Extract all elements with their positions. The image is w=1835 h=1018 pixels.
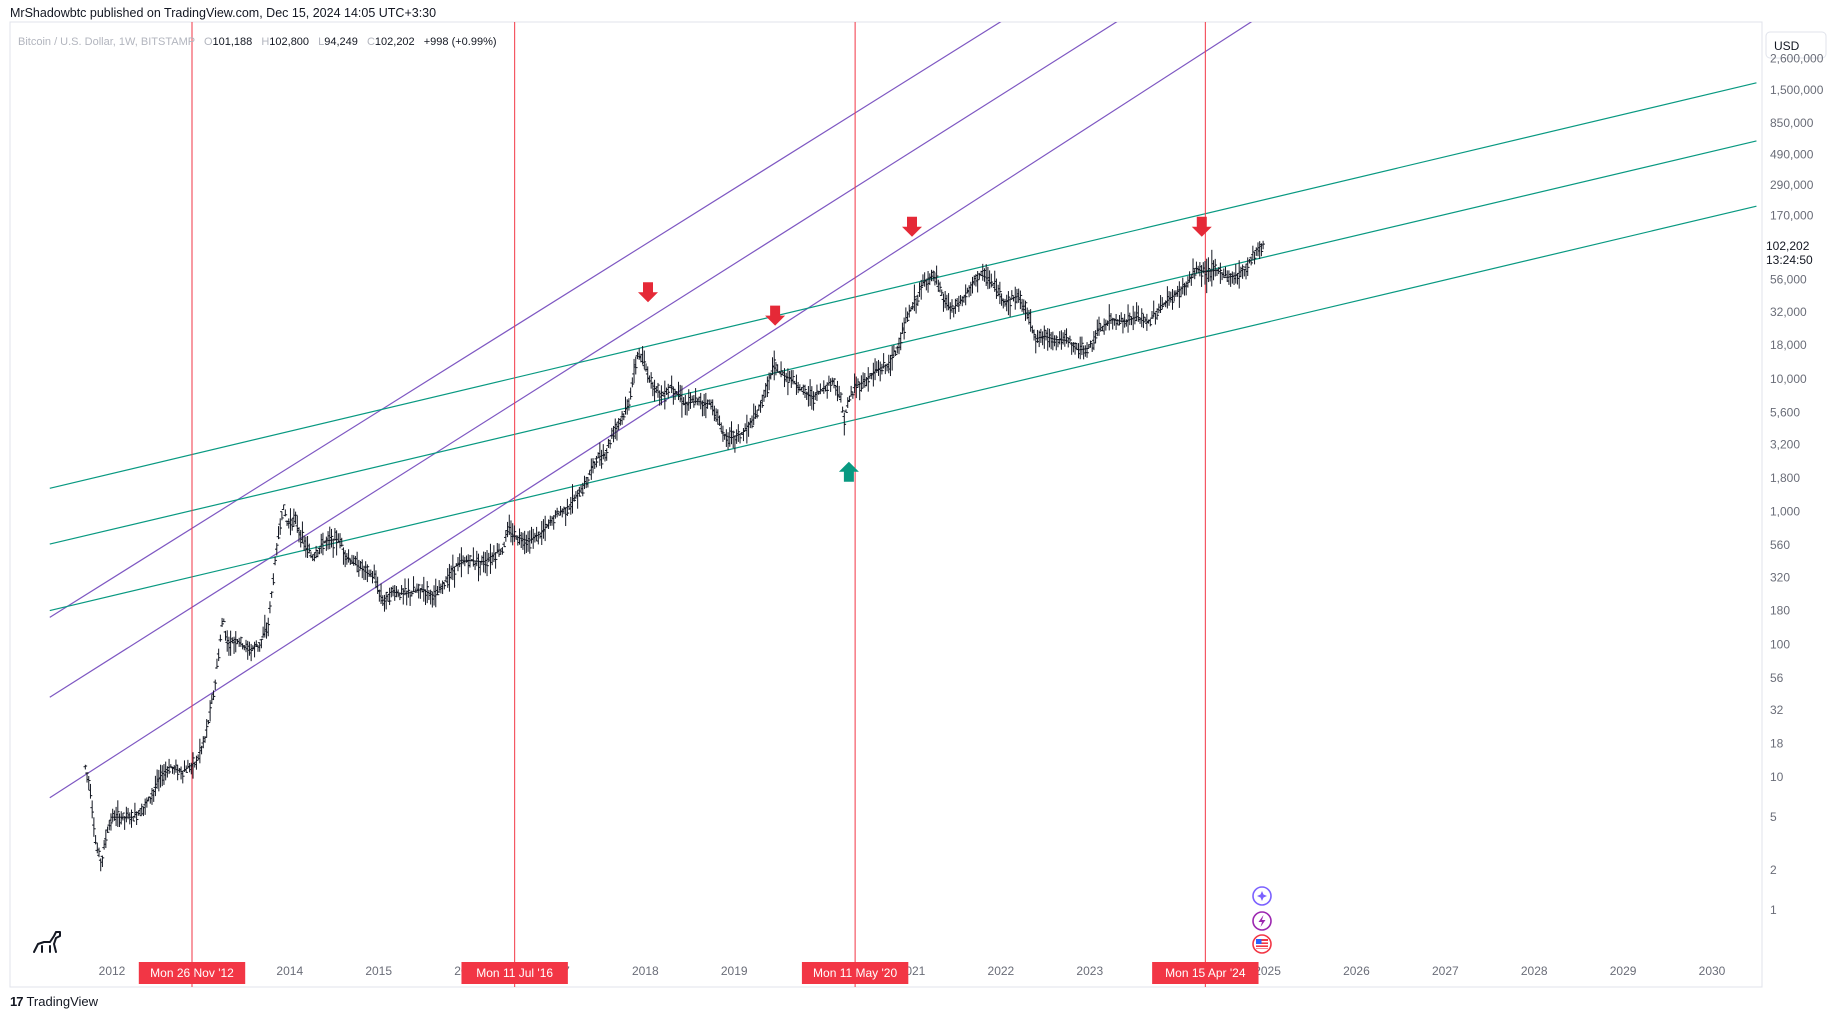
- date-tags: Mon 26 Nov '12 Mon 11 Jul '16 Mon 11 May '…: [138, 962, 1259, 984]
- date-tag-1: Mon 26 Nov '12: [150, 966, 234, 980]
- y-tick-label: 10: [1770, 770, 1784, 784]
- y-tick-label: 56: [1770, 671, 1784, 685]
- bar-countdown: 13:24:50: [1766, 253, 1813, 267]
- y-tick-label: 1: [1770, 903, 1777, 917]
- last-price-label: 102,202 13:24:50: [1766, 239, 1813, 267]
- x-tick-label: 2018: [632, 964, 659, 978]
- legend-change: +998 (+0.99%): [424, 36, 497, 48]
- footer-brand-label: TradingView: [26, 994, 99, 1009]
- teal-trend-line-2: [49, 140, 1757, 545]
- y-tick-label: 1,000: [1770, 505, 1800, 519]
- y-tick-label: 1,800: [1770, 471, 1800, 485]
- last-price-value: 102,202: [1766, 239, 1810, 253]
- legend-low-label: L: [318, 36, 324, 48]
- currency-label: USD: [1774, 39, 1800, 53]
- x-tick-label: 2014: [276, 964, 303, 978]
- price-bars: [83, 240, 1265, 872]
- date-tag-bg-2: [461, 962, 568, 984]
- footer-brand[interactable]: 17 TradingView: [10, 994, 98, 1009]
- signal-arrows: [638, 216, 1212, 482]
- y-tick-label: 18: [1770, 736, 1784, 750]
- y-tick-label: 850,000: [1770, 116, 1814, 130]
- us-flag-icon[interactable]: [1252, 934, 1272, 954]
- x-tick-label: 2026: [1343, 964, 1370, 978]
- legend-close-label: C: [367, 36, 375, 48]
- y-tick-label: 32: [1770, 703, 1784, 717]
- date-tag-bg-4: [1152, 962, 1259, 984]
- y-tick-label: 100: [1770, 637, 1790, 651]
- x-tick-label: 2015: [365, 964, 392, 978]
- purple-channel-line-1: [49, 22, 1253, 799]
- legend-high: 102,800: [269, 36, 309, 48]
- x-tick-label: 2029: [1610, 964, 1637, 978]
- overlay-lines: [49, 22, 1757, 799]
- publisher-line: MrShadowbtc published on TradingView.com…: [10, 6, 437, 20]
- y-tick-label: 490,000: [1770, 148, 1814, 162]
- y-tick-label: 2: [1770, 863, 1777, 877]
- legend-open: 101,188: [213, 36, 253, 48]
- y-tick-label: 2,600,000: [1770, 51, 1824, 65]
- tradingview-logo-icon: 17: [10, 994, 24, 1009]
- arrow-down-icon-1: [638, 282, 658, 303]
- x-tick-label: 2028: [1521, 964, 1548, 978]
- legend: Bitcoin / U.S. Dollar, 1W, BITSTAMP O101…: [18, 36, 497, 48]
- x-tick-label: 2012: [99, 964, 126, 978]
- sparkle-icon[interactable]: [1252, 886, 1272, 906]
- lightning-icon[interactable]: [1252, 911, 1272, 931]
- y-tick-label: 5,600: [1770, 405, 1800, 419]
- date-tag-4: Mon 15 Apr '24: [1165, 966, 1246, 980]
- purple-channel-line-3: [49, 22, 1002, 618]
- legend-high-label: H: [261, 36, 269, 48]
- x-tick-label: 2025: [1254, 964, 1281, 978]
- price-axis[interactable]: 1 2 5 10 18 32 56 100 180 320 560 1,000 1,800 3,200 5,…: [1770, 51, 1824, 917]
- date-tag-3: Mon 11 May '20: [813, 966, 897, 980]
- y-tick-label: 56,000: [1770, 273, 1807, 287]
- y-tick-label: 5: [1770, 810, 1777, 824]
- y-tick-label: 320: [1770, 570, 1790, 584]
- y-tick-label: 18,000: [1770, 338, 1807, 352]
- arrow-up-icon-5: [838, 461, 859, 482]
- y-tick-label: 180: [1770, 604, 1790, 618]
- date-tag-bg-3: [801, 962, 909, 984]
- x-tick-label: 2022: [988, 964, 1015, 978]
- legend-open-label: O: [204, 36, 213, 48]
- x-tick-label: 2019: [721, 964, 748, 978]
- arrow-down-icon-4: [1191, 216, 1212, 237]
- teal-trend-line-1: [49, 82, 1757, 489]
- legend-low: 94,249: [324, 36, 358, 48]
- arrow-down-icon-3: [902, 216, 922, 237]
- x-tick-label: 2030: [1699, 964, 1726, 978]
- plot-area[interactable]: [9, 21, 1763, 988]
- y-tick-label: 170,000: [1770, 209, 1814, 223]
- vertical-marker-lines: [191, 22, 1206, 987]
- purple-channel-line-2: [49, 22, 1118, 698]
- y-tick-label: 1,500,000: [1770, 83, 1824, 97]
- arrow-down-icon-2: [765, 305, 786, 326]
- x-tick-label: 2027: [1432, 964, 1459, 978]
- y-tick-label: 10,000: [1770, 372, 1807, 386]
- y-tick-label: 32,000: [1770, 305, 1807, 319]
- y-tick-label: 290,000: [1770, 178, 1814, 192]
- legend-symbol: Bitcoin / U.S. Dollar, 1W, BITSTAMP: [18, 36, 195, 48]
- y-tick-label: 3,200: [1770, 438, 1800, 452]
- dino-icon[interactable]: [33, 931, 61, 953]
- y-tick-label: 560: [1770, 538, 1790, 552]
- currency-button[interactable]: USD: [1765, 31, 1827, 59]
- x-tick-label: 2023: [1076, 964, 1103, 978]
- legend-close: 102,202: [375, 36, 415, 48]
- date-tag-bg-1: [138, 962, 246, 984]
- teal-trend-line-3: [49, 205, 1757, 612]
- date-tag-2: Mon 11 Jul '16: [476, 966, 553, 980]
